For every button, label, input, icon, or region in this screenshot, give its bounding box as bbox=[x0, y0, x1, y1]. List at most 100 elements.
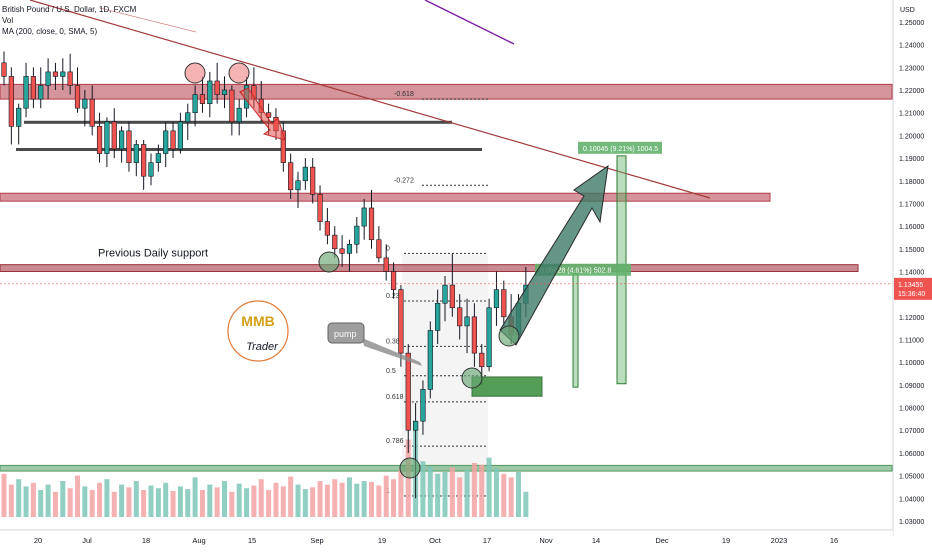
candle-67 bbox=[493, 271, 500, 326]
candle-43 bbox=[317, 185, 323, 231]
candle-body-40 bbox=[295, 180, 301, 191]
fib-label-6: 0.618 bbox=[386, 394, 404, 401]
fib-label-4: 0.382 bbox=[386, 338, 404, 345]
volume-bar-26 bbox=[192, 477, 198, 517]
volume-bar-1 bbox=[8, 484, 14, 517]
candle-body-39 bbox=[288, 162, 294, 191]
y-tick-1: 1.24000 bbox=[899, 43, 924, 50]
volume-bar-40 bbox=[295, 484, 301, 517]
volume-bar-68 bbox=[501, 473, 507, 517]
fib-label-7: 0.786 bbox=[386, 438, 404, 445]
top-circle-1 bbox=[184, 62, 206, 84]
volume-bar-62 bbox=[457, 477, 463, 517]
candle-body-44 bbox=[324, 221, 331, 236]
candle-body-56 bbox=[412, 420, 419, 431]
candle-44 bbox=[324, 207, 331, 245]
volume-bar-16 bbox=[119, 484, 125, 517]
volume-bar-4 bbox=[30, 482, 36, 517]
candle-body-5 bbox=[38, 85, 44, 100]
candle-25 bbox=[185, 103, 191, 140]
candle-body-4 bbox=[30, 76, 37, 100]
volume-indicator-label: Vol bbox=[2, 16, 14, 25]
candle-body-12 bbox=[89, 98, 95, 127]
candle-body-23 bbox=[170, 130, 176, 150]
y-tick-16: 1.09000 bbox=[899, 383, 924, 390]
candle-body-6 bbox=[45, 71, 51, 86]
candle-68 bbox=[501, 280, 507, 326]
candle-6 bbox=[45, 58, 51, 100]
candle-16 bbox=[119, 126, 125, 163]
trendline-down bbox=[29, 0, 711, 199]
candle-body-42 bbox=[310, 166, 316, 195]
volume-bar-6 bbox=[45, 484, 51, 517]
y-tick-13: 1.12000 bbox=[899, 315, 924, 322]
logo-ring bbox=[227, 300, 289, 362]
volume-bar-44 bbox=[324, 484, 330, 517]
fib-circle bbox=[461, 367, 483, 389]
volume-bar-39 bbox=[288, 476, 294, 517]
candle-body-51 bbox=[376, 239, 382, 259]
x-tick-9: Nov bbox=[539, 536, 553, 545]
logo-text-2: Trader bbox=[246, 341, 279, 353]
volume-bar-67 bbox=[493, 468, 499, 517]
y-tick-20: 1.05000 bbox=[899, 474, 924, 481]
volume-bar-29 bbox=[214, 487, 220, 517]
y-tick-6: 1.19000 bbox=[899, 156, 924, 163]
y-tick-14: 1.11000 bbox=[899, 338, 924, 345]
volume-bar-9 bbox=[67, 488, 73, 517]
volume-bar-48 bbox=[354, 483, 360, 517]
candle-body-38 bbox=[280, 130, 286, 163]
candle-63 bbox=[464, 298, 470, 354]
fib-label-3: 0.236 bbox=[386, 293, 404, 300]
candle-body-53 bbox=[390, 271, 397, 290]
y-tick-2: 1.23000 bbox=[899, 65, 924, 72]
candle-58 bbox=[427, 321, 433, 399]
candle-body-64 bbox=[471, 316, 478, 354]
volume-bar-66 bbox=[486, 457, 492, 517]
candle-body-55 bbox=[405, 352, 411, 431]
volume-bar-8 bbox=[60, 481, 66, 517]
candle-0 bbox=[1, 51, 7, 86]
volume-bar-70 bbox=[516, 472, 521, 517]
candle-body-13 bbox=[96, 126, 103, 154]
candle-13 bbox=[96, 112, 103, 163]
volume-bar-38 bbox=[280, 486, 286, 517]
trendline-short bbox=[99, 7, 197, 33]
volume-bar-59 bbox=[435, 473, 441, 517]
volume-bar-60 bbox=[442, 472, 448, 517]
zone-2 bbox=[0, 192, 771, 202]
candle-body-54 bbox=[398, 289, 404, 354]
volume-bar-24 bbox=[177, 486, 183, 517]
candle-19 bbox=[141, 139, 147, 190]
logo-text-1: MMB bbox=[241, 313, 274, 329]
candle-38 bbox=[280, 121, 286, 172]
measure-label-2: 0.10045 (9.21%) 1004.5 bbox=[583, 146, 658, 153]
volume-bar-50 bbox=[369, 481, 374, 517]
y-tick-10: 1.15000 bbox=[899, 247, 924, 254]
volume-bar-23 bbox=[170, 490, 176, 517]
candle-4 bbox=[30, 67, 37, 109]
zone-4 bbox=[0, 464, 893, 472]
volume-bar-57 bbox=[420, 461, 426, 517]
y-axis-bg bbox=[893, 0, 932, 550]
chart-title: British Pound / U.S. Dollar, 1D, FXCM bbox=[2, 5, 137, 14]
candle-10 bbox=[74, 67, 81, 113]
candle-body-2 bbox=[16, 107, 22, 127]
candle-body-66 bbox=[486, 307, 492, 368]
candle-28 bbox=[207, 71, 213, 118]
candle-body-24 bbox=[177, 121, 184, 150]
candle-3 bbox=[23, 62, 29, 118]
candle-body-45 bbox=[332, 234, 338, 250]
pump-callout-text: pump bbox=[334, 329, 357, 339]
candle-body-29 bbox=[214, 80, 220, 95]
y-tick-8: 1.17000 bbox=[899, 201, 924, 208]
candle-body-62 bbox=[457, 307, 463, 327]
candle-26 bbox=[192, 85, 198, 127]
x-tick-0: 20 bbox=[34, 536, 42, 545]
volume-bar-33 bbox=[244, 488, 250, 517]
y-tick-0: 1.25000 bbox=[899, 20, 924, 27]
volume-bar-53 bbox=[391, 479, 397, 517]
volume-bar-25 bbox=[185, 489, 191, 517]
